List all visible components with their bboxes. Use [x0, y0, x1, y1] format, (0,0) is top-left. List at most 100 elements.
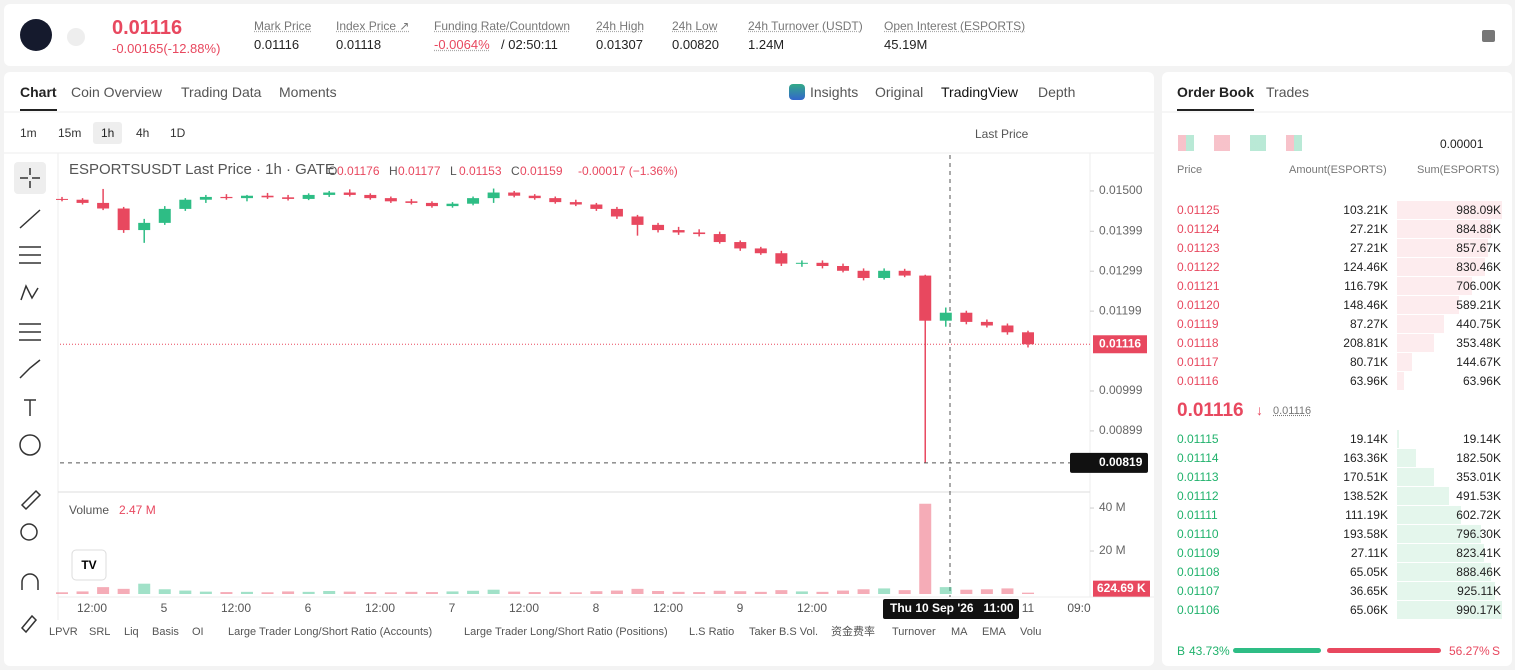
- view-tab[interactable]: Insights: [810, 84, 859, 100]
- chart-tab[interactable]: Coin Overview: [71, 84, 163, 100]
- volume-bar: [569, 592, 582, 594]
- ob-sum: 440.75K: [1456, 317, 1501, 331]
- ob-amount: 63.96K: [1349, 374, 1388, 388]
- view-tab[interactable]: TradingView: [941, 84, 1019, 100]
- view-tab[interactable]: Depth: [1038, 84, 1076, 100]
- indicator-tab[interactable]: Turnover: [892, 626, 936, 638]
- indicator-tab[interactable]: EMA: [982, 626, 1006, 638]
- ob-tab[interactable]: Order Book: [1177, 84, 1255, 111]
- view-tab[interactable]: Original: [875, 84, 924, 100]
- depth-bar: [1397, 468, 1435, 486]
- ob-price: 0.01120: [1177, 298, 1220, 312]
- ob-price: 0.01122: [1177, 260, 1220, 274]
- candle-body: [1001, 325, 1014, 333]
- ob-price: 0.01106: [1177, 603, 1220, 617]
- stat-value: 0.01118: [336, 37, 382, 52]
- last-price-box: [1093, 335, 1147, 354]
- x-tick-label: 8: [593, 601, 600, 615]
- candle-body: [220, 196, 233, 199]
- indicator-tab[interactable]: Volu: [1020, 626, 1042, 638]
- stat-label: 24h Low: [672, 19, 718, 33]
- chart-card: [4, 72, 1154, 666]
- chart-tab[interactable]: Chart: [20, 84, 57, 111]
- ohlc-value: 0.01153: [459, 164, 502, 178]
- crosshair-box: [1070, 452, 1148, 473]
- ob-buy-label: B: [1177, 644, 1186, 658]
- ob-layout-icon[interactable]: [1178, 135, 1194, 151]
- depth-bar: [1397, 277, 1472, 295]
- ob-down-arrow: ↓: [1256, 402, 1263, 418]
- ob-layout-icon[interactable]: [1286, 135, 1302, 151]
- ob-amount: 138.52K: [1343, 489, 1388, 503]
- ob-price: 0.01111: [1177, 508, 1218, 522]
- x-tick-label: 12:00: [365, 601, 395, 615]
- ob-sum: 491.53K: [1456, 489, 1501, 503]
- volume-bar: [261, 592, 274, 594]
- ob-price: 0.01118: [1177, 336, 1219, 350]
- y-tick-label: 0.01199: [1099, 303, 1142, 317]
- ob-sum: 884.88K: [1456, 222, 1501, 236]
- candle-body: [610, 208, 623, 217]
- interval[interactable]: 1h: [93, 122, 123, 144]
- ob-tab[interactable]: Trades: [1266, 84, 1310, 100]
- stat-value: 45.19M: [884, 37, 928, 52]
- candle-body: [261, 195, 274, 198]
- candle-body: [282, 197, 295, 199]
- volume-bar: [446, 591, 459, 594]
- interval[interactable]: 1m: [20, 126, 37, 140]
- indicator-tab[interactable]: OI: [192, 626, 204, 638]
- interval[interactable]: 15m: [58, 126, 82, 140]
- candle-body: [384, 198, 397, 202]
- ob-amount: 103.21K: [1343, 203, 1388, 217]
- x-tick-label: 12:00: [797, 601, 827, 615]
- volume-bar: [980, 589, 993, 594]
- volume-bar: [816, 591, 829, 594]
- volume-bar: [508, 591, 521, 594]
- ob-col: Amount(ESPORTS): [1289, 164, 1387, 176]
- ob-amount: 27.11K: [1350, 546, 1388, 560]
- interval[interactable]: 1D: [170, 126, 186, 140]
- ratio-buy-bar: [1233, 648, 1321, 653]
- ob-layout-icon[interactable]: [1214, 135, 1230, 151]
- indicator-tab[interactable]: LPVR: [49, 626, 78, 638]
- indicator-tab[interactable]: Large Trader Long/Short Ratio (Positions…: [464, 626, 668, 638]
- indicator-tab[interactable]: Taker B.S Vol.: [749, 626, 819, 638]
- indicator-tab[interactable]: MA: [951, 626, 968, 638]
- price-type[interactable]: Last Price: [975, 127, 1029, 141]
- ob-price: 0.01125: [1177, 203, 1220, 217]
- ob-price: 0.01116: [1177, 374, 1219, 388]
- volume-bar: [405, 591, 418, 594]
- volume-bar: [878, 588, 891, 594]
- indicator-tab[interactable]: Large Trader Long/Short Ratio (Accounts): [228, 626, 433, 638]
- favorite-star[interactable]: [67, 28, 85, 46]
- candle-body: [199, 196, 212, 200]
- indicator-tab[interactable]: Liq: [124, 626, 139, 638]
- ob-amount: 163.36K: [1343, 451, 1388, 465]
- indicator-tab[interactable]: Basis: [152, 626, 179, 638]
- ob-precision[interactable]: 0.00001: [1440, 137, 1484, 151]
- ob-amount: 111.19K: [1345, 508, 1388, 522]
- ob-price: 0.01117: [1177, 355, 1219, 369]
- ohlc-key: L: [450, 164, 457, 178]
- volume-bar: [528, 592, 541, 594]
- volume-bar: [364, 592, 377, 594]
- ob-layout-icon[interactable]: [1250, 135, 1266, 151]
- candle-body: [364, 194, 377, 199]
- ob-sum: 925.11K: [1457, 584, 1501, 598]
- depth-bar: [1397, 353, 1413, 371]
- ob-amount: 36.65K: [1349, 584, 1388, 598]
- indicator-tab[interactable]: SRL: [89, 626, 111, 638]
- indicator-tab[interactable]: L.S Ratio: [689, 626, 735, 638]
- candle-body: [528, 195, 541, 199]
- header-icon[interactable]: [1482, 30, 1495, 42]
- interval[interactable]: 4h: [136, 126, 150, 140]
- x-tick-label: 12:00: [653, 601, 683, 615]
- indicator-tab[interactable]: 资金费率: [831, 626, 875, 638]
- chart-tab[interactable]: Moments: [279, 84, 337, 100]
- chart-tab[interactable]: Trading Data: [181, 84, 262, 100]
- ob-sum: 353.01K: [1456, 470, 1501, 484]
- candle-body: [713, 234, 726, 243]
- candle-body: [919, 275, 932, 321]
- depth-bar: [1397, 334, 1435, 352]
- stat-label: Index Price ↗: [336, 19, 410, 33]
